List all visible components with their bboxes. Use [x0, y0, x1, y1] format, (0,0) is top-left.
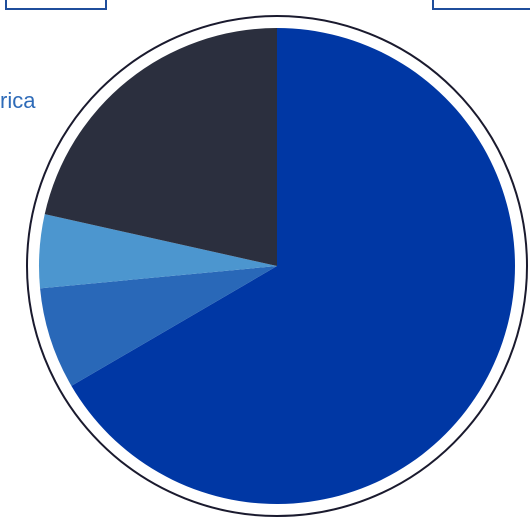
pie-slices [39, 28, 515, 504]
pie-slice-4 [44, 28, 277, 266]
pie-slice-1 [71, 28, 515, 504]
pie-slice-3 [39, 214, 277, 289]
top-right-frame [432, 0, 530, 10]
pie-slice-2 [40, 266, 278, 386]
top-left-frame [5, 0, 107, 10]
legend-label-fragment: rica [0, 88, 36, 113]
